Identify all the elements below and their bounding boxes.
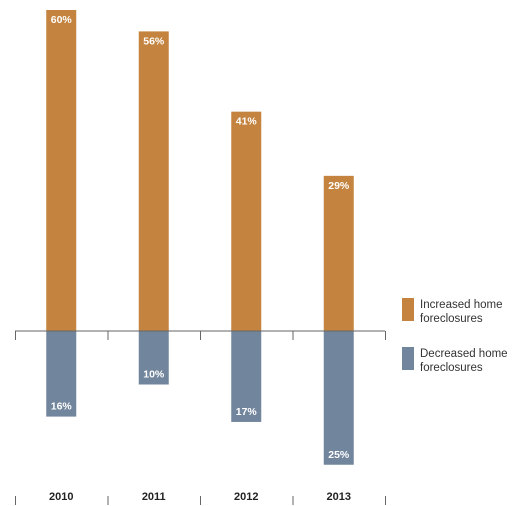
- legend-label-decreased: Decreased home foreclosures: [420, 348, 508, 374]
- data-label-increased-2011: 56%: [143, 35, 165, 47]
- data-label-increased-2010: 60%: [51, 14, 73, 26]
- axes: [15, 330, 386, 505]
- x-tick-label-2013: 2013: [327, 491, 351, 503]
- legend-item-decreased: Decreased home foreclosures: [402, 347, 516, 375]
- data-labels: 60% 16% 56% 10% 41% 17% 29% 25%: [51, 14, 350, 461]
- data-label-decreased-2010: 16%: [51, 401, 73, 413]
- x-tick-label-2012: 2012: [234, 491, 258, 503]
- legend-swatch-decreased: [402, 347, 414, 370]
- bar-increased-2013: [323, 175, 354, 331]
- bar-increased-2012: [231, 111, 262, 332]
- bar-decreased-2011: [138, 331, 169, 385]
- bar-increased-2011: [138, 31, 169, 332]
- x-tick-labels: 2010 2011 2012 2013: [49, 491, 351, 503]
- data-label-increased-2013: 29%: [328, 180, 350, 192]
- legend-swatch-increased: [402, 298, 414, 321]
- x-tick-label-2011: 2011: [142, 491, 166, 503]
- data-label-increased-2012: 41%: [236, 116, 258, 128]
- legend-label-increased: Increased home foreclosures: [420, 299, 503, 325]
- bar-decreased-2012: [231, 331, 262, 422]
- bar-decreased-2013: [323, 331, 354, 465]
- increased-bars: [46, 10, 354, 332]
- data-label-decreased-2013: 25%: [328, 449, 350, 461]
- bar-decreased-2010: [46, 331, 77, 417]
- x-tick-label-2010: 2010: [49, 491, 73, 503]
- data-label-decreased-2012: 17%: [236, 406, 258, 418]
- legend-item-increased: Increased home foreclosures: [402, 298, 516, 326]
- data-label-decreased-2011: 10%: [143, 369, 165, 381]
- decreased-bars: [46, 331, 354, 465]
- bar-increased-2010: [46, 10, 77, 331]
